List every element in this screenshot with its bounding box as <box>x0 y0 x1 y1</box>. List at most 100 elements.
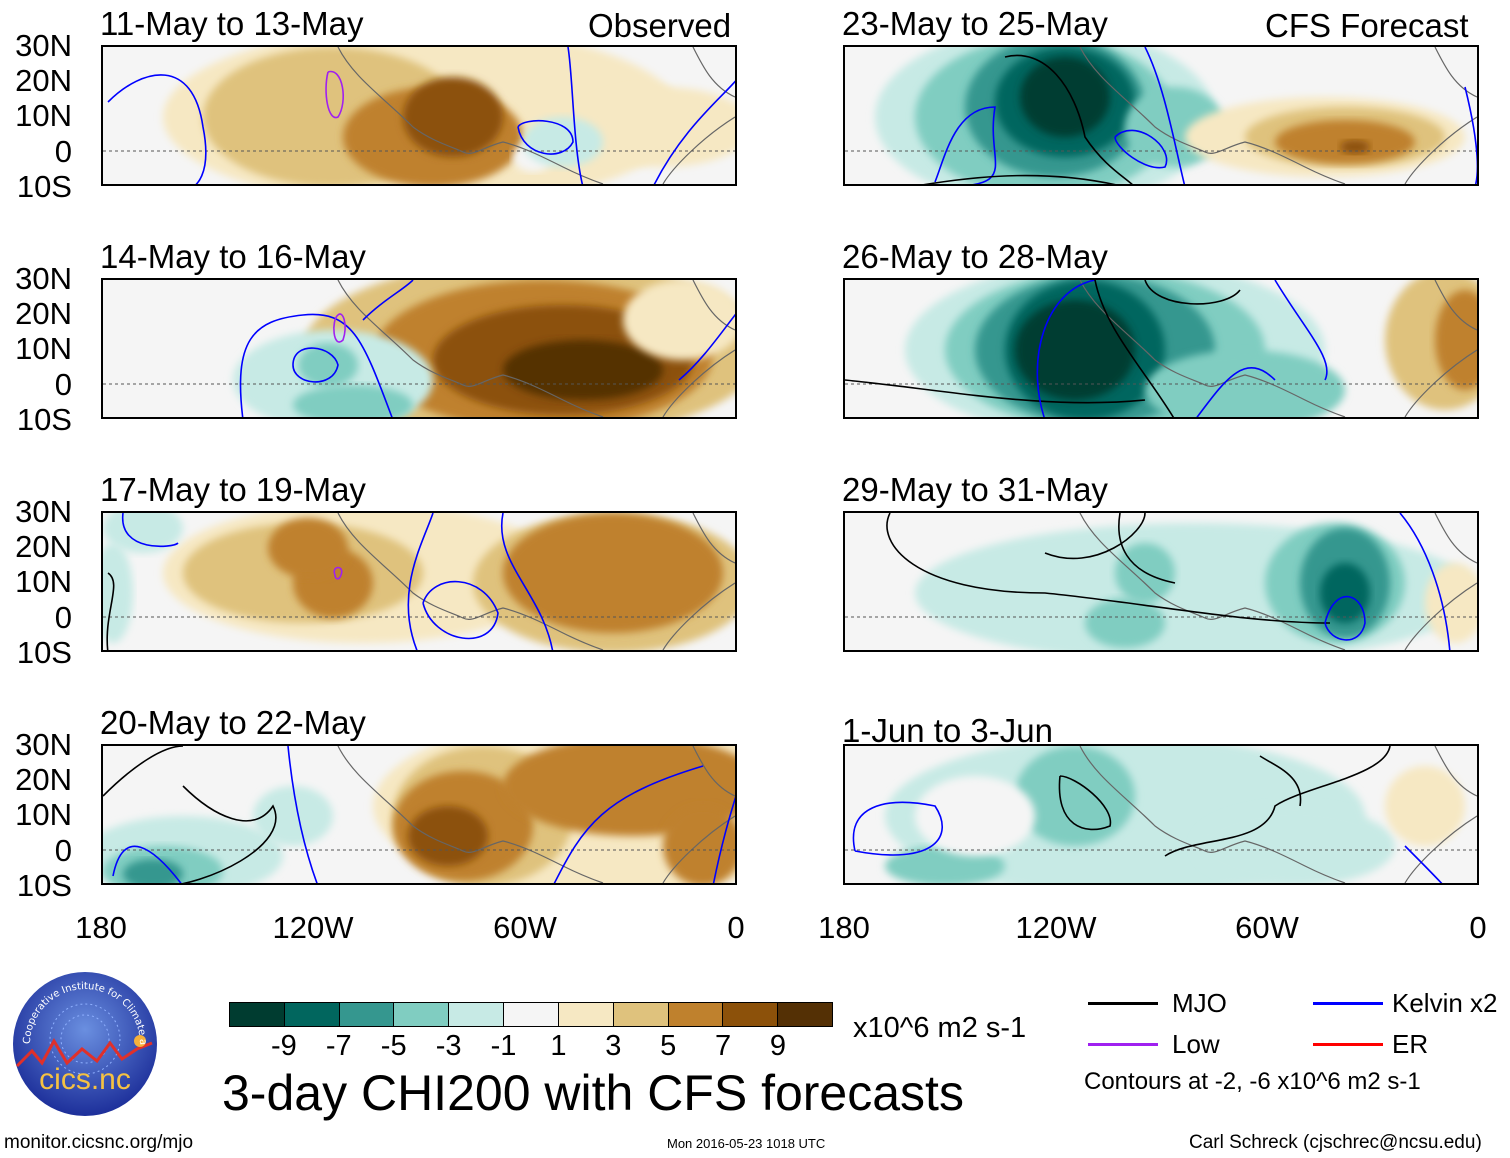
lat-label: 20N <box>15 63 72 99</box>
colorbar-label: 1 <box>550 1030 567 1062</box>
anomaly-region <box>1015 746 1135 846</box>
map-panel <box>843 744 1479 885</box>
anomaly-region <box>1425 563 1477 643</box>
legend-mjo-line <box>1088 1002 1158 1005</box>
coastline <box>1079 746 1477 883</box>
panel-title: 23-May to 25-May <box>842 5 1108 42</box>
anomaly-region <box>1435 290 1477 390</box>
anomaly-region <box>915 776 1035 856</box>
wave-contour <box>923 174 1116 184</box>
wave-contour <box>1274 280 1328 381</box>
wave-contour <box>653 80 735 184</box>
wave-contour <box>852 801 944 856</box>
lon-label: 0 <box>727 910 745 945</box>
colorbar-swatch <box>339 1003 395 1026</box>
lat-label: 30N <box>15 261 72 296</box>
footer-url[interactable]: monitor.cicsnc.org/mjo <box>4 1132 194 1153</box>
wave-contour <box>1196 367 1276 417</box>
wave-contour <box>567 47 584 184</box>
anomaly-region <box>503 513 723 633</box>
colorbar-label: 5 <box>660 1030 677 1062</box>
lon-label: 60W <box>1235 910 1299 945</box>
colorbar-swatch <box>284 1003 340 1026</box>
map-panel <box>101 45 737 186</box>
lat-label: 10N <box>15 331 72 367</box>
wave-contour <box>500 513 554 650</box>
wave-contour <box>1036 280 1096 417</box>
panel-title: 29-May to 31-May <box>842 471 1108 508</box>
anomaly-region <box>1085 598 1165 648</box>
lon-label: 180 <box>75 910 127 945</box>
colorbar-swatch <box>613 1003 669 1026</box>
anomaly-region <box>1320 563 1370 623</box>
anomaly-map <box>845 513 1477 650</box>
colorbar <box>229 1002 833 1027</box>
wave-contour <box>407 513 434 650</box>
anomaly-map <box>103 513 735 650</box>
wave-contour <box>103 746 184 797</box>
lon-label: 120W <box>1015 910 1097 945</box>
wave-contour <box>181 785 277 883</box>
wave-contour <box>292 347 339 383</box>
lat-label: 10N <box>15 564 72 600</box>
anomaly-region <box>123 859 183 883</box>
observed-header: Observed <box>588 7 732 44</box>
footer-timestamp: Mon 2016-05-23 1018 UTC <box>667 1136 826 1151</box>
wave-contour <box>1164 746 1391 857</box>
wave-contour <box>1324 595 1366 641</box>
wave-contour <box>107 74 207 184</box>
wave-contour <box>1058 775 1112 831</box>
anomaly-region <box>1145 350 1345 417</box>
legend-er-label: ER <box>1392 1029 1429 1059</box>
anomaly-region <box>623 280 735 360</box>
wave-contour <box>1114 129 1168 169</box>
wave-contour <box>333 566 343 580</box>
anomaly-region <box>1195 806 1395 883</box>
wave-contour <box>1404 845 1443 883</box>
anomaly-region <box>268 518 348 578</box>
wave-contour <box>1399 513 1451 650</box>
anomaly-map <box>103 746 735 883</box>
anomaly-region <box>1015 300 1135 400</box>
wave-contour <box>239 313 393 417</box>
footer-author: Carl Schreck (cjschrec@ncsu.edu) <box>1189 1132 1482 1153</box>
colorbar-label: -5 <box>380 1030 407 1062</box>
wave-contour <box>517 119 574 155</box>
cics-logo: Cooperative Institute for Climate and Sa… <box>9 963 158 1117</box>
anomaly-map <box>103 280 735 417</box>
wave-contour <box>1259 755 1302 807</box>
colorbar-swatch <box>558 1003 614 1026</box>
svg-text:cics.nc: cics.nc <box>39 1063 131 1096</box>
anomaly-region <box>573 87 735 167</box>
anomaly-region <box>503 746 735 836</box>
wave-contour <box>845 379 1146 404</box>
lat-label: 0 <box>54 832 72 868</box>
lon-label: 0 <box>1469 910 1487 945</box>
wave-contour <box>712 796 735 883</box>
lat-label: 0 <box>54 599 72 635</box>
anomaly-map <box>845 280 1477 417</box>
wave-contour <box>1118 513 1176 584</box>
anomaly-region <box>1385 766 1465 846</box>
coastline <box>1079 280 1477 417</box>
map-panel <box>843 278 1479 419</box>
wave-contour <box>1044 513 1146 560</box>
wave-contour <box>934 106 997 184</box>
wave-contour <box>112 845 182 883</box>
wave-contour <box>678 313 735 381</box>
lon-label: 60W <box>493 910 557 945</box>
legend-low-line <box>1088 1043 1158 1046</box>
lat-label: 10S <box>16 401 72 437</box>
lat-label: 10S <box>16 634 72 670</box>
panel-title: 20-May to 22-May <box>100 704 366 741</box>
colorbar-label: -3 <box>435 1030 462 1062</box>
colorbar-label: -1 <box>490 1030 517 1062</box>
wave-contour <box>362 280 414 321</box>
coastline <box>337 513 735 650</box>
legend-kelvin-line <box>1313 1002 1383 1005</box>
anomaly-region <box>403 77 503 157</box>
wave-contour <box>1144 280 1241 305</box>
colorbar-swatch <box>778 1003 832 1026</box>
forecast-header: CFS Forecast <box>1265 7 1469 44</box>
lat-label: 20N <box>15 296 72 332</box>
